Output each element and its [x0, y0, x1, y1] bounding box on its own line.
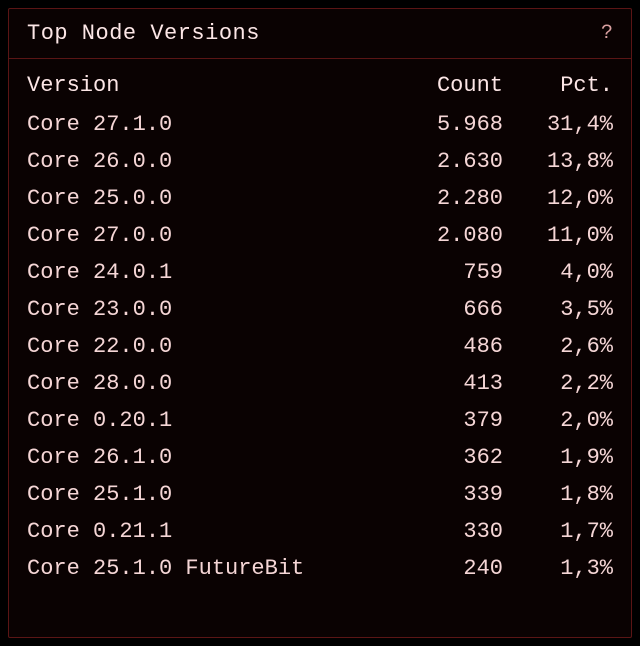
cell-pct: 1,8% [503, 482, 613, 507]
cell-count: 666 [393, 297, 503, 322]
cell-version: Core 26.0.0 [27, 149, 393, 174]
cell-pct: 1,7% [503, 519, 613, 544]
cell-version: Core 27.0.0 [27, 223, 393, 248]
cell-count: 759 [393, 260, 503, 285]
cell-count: 2.280 [393, 186, 503, 211]
cell-pct: 4,0% [503, 260, 613, 285]
table-row: Core 25.1.03391,8% [9, 476, 631, 513]
cell-pct: 2,6% [503, 334, 613, 359]
table-row: Core 26.1.03621,9% [9, 439, 631, 476]
table-row: Core 25.1.0 FutureBit2401,3% [9, 550, 631, 587]
cell-version: Core 27.1.0 [27, 112, 393, 137]
cell-count: 413 [393, 371, 503, 396]
column-header-count: Count [393, 73, 503, 98]
cell-count: 330 [393, 519, 503, 544]
cell-count: 240 [393, 556, 503, 581]
table-row: Core 25.0.02.28012,0% [9, 180, 631, 217]
cell-count: 379 [393, 408, 503, 433]
panel-header: Top Node Versions ? [9, 9, 631, 59]
cell-version: Core 0.21.1 [27, 519, 393, 544]
table-row: Core 28.0.04132,2% [9, 365, 631, 402]
cell-pct: 1,9% [503, 445, 613, 470]
table-row: Core 22.0.04862,6% [9, 328, 631, 365]
table-row: Core 27.0.02.08011,0% [9, 217, 631, 254]
cell-pct: 31,4% [503, 112, 613, 137]
cell-count: 2.080 [393, 223, 503, 248]
cell-count: 2.630 [393, 149, 503, 174]
panel-title: Top Node Versions [27, 21, 260, 46]
cell-count: 5.968 [393, 112, 503, 137]
cell-version: Core 22.0.0 [27, 334, 393, 359]
cell-pct: 11,0% [503, 223, 613, 248]
top-node-versions-panel: Top Node Versions ? Version Count Pct. C… [8, 8, 632, 638]
cell-version: Core 0.20.1 [27, 408, 393, 433]
column-header-version: Version [27, 73, 393, 98]
table-row: Core 24.0.17594,0% [9, 254, 631, 291]
table-header-row: Version Count Pct. [9, 59, 631, 106]
cell-version: Core 26.1.0 [27, 445, 393, 470]
cell-count: 486 [393, 334, 503, 359]
help-icon[interactable]: ? [601, 22, 613, 45]
table-row: Core 27.1.05.96831,4% [9, 106, 631, 143]
table-row: Core 23.0.06663,5% [9, 291, 631, 328]
cell-version: Core 28.0.0 [27, 371, 393, 396]
cell-pct: 3,5% [503, 297, 613, 322]
cell-pct: 2,0% [503, 408, 613, 433]
cell-count: 362 [393, 445, 503, 470]
table-row: Core 0.21.13301,7% [9, 513, 631, 550]
cell-count: 339 [393, 482, 503, 507]
cell-version: Core 25.1.0 FutureBit [27, 556, 393, 581]
cell-pct: 2,2% [503, 371, 613, 396]
table-row: Core 0.20.13792,0% [9, 402, 631, 439]
table-row: Core 26.0.02.63013,8% [9, 143, 631, 180]
cell-version: Core 25.0.0 [27, 186, 393, 211]
cell-version: Core 25.1.0 [27, 482, 393, 507]
cell-version: Core 24.0.1 [27, 260, 393, 285]
column-header-pct: Pct. [503, 73, 613, 98]
cell-pct: 13,8% [503, 149, 613, 174]
table-body: Core 27.1.05.96831,4%Core 26.0.02.63013,… [9, 106, 631, 587]
cell-version: Core 23.0.0 [27, 297, 393, 322]
cell-pct: 1,3% [503, 556, 613, 581]
cell-pct: 12,0% [503, 186, 613, 211]
